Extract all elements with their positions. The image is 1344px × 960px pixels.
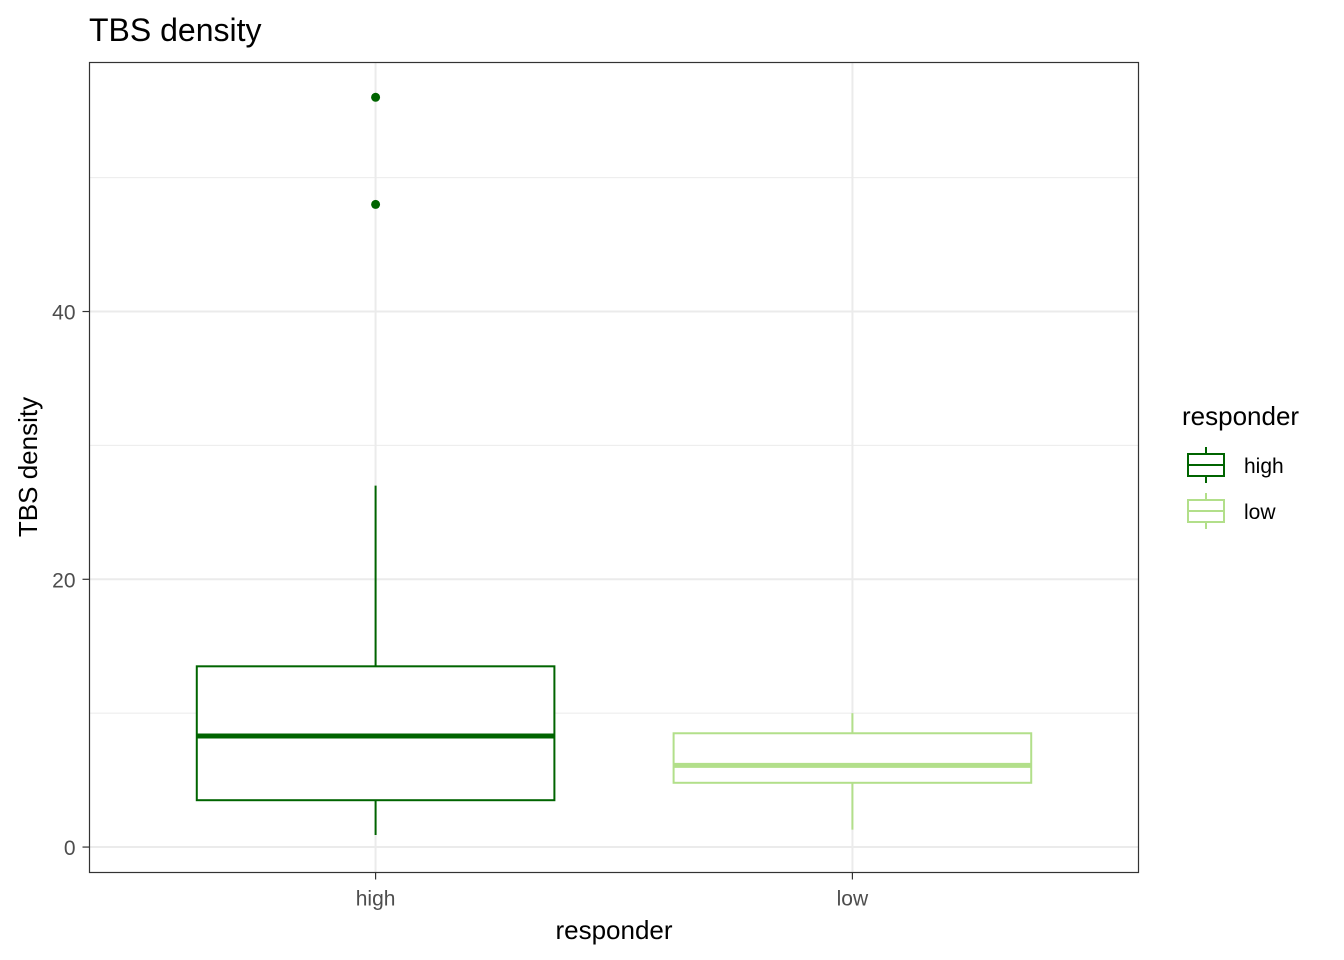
y-tick-label: 0 <box>64 837 76 860</box>
y-tick-label: 40 <box>52 302 75 325</box>
y-tick-label: 20 <box>52 569 75 592</box>
legend-item-low: low <box>1187 493 1276 529</box>
boxplots <box>195 92 1033 836</box>
y-axis-label: TBS density <box>13 397 43 537</box>
x-tick-label: high <box>356 888 396 911</box>
legend: responder high low <box>1182 401 1299 529</box>
axes: 0 20 40 high low <box>52 302 869 911</box>
x-axis-label: responder <box>555 915 672 945</box>
chart-title: TBS density <box>89 12 262 48</box>
grid-lines <box>89 62 1139 873</box>
outlier-point <box>371 199 381 209</box>
box-iqr <box>672 732 1033 784</box>
box-high <box>195 92 556 836</box>
plot-panel-border <box>88 61 1140 874</box>
legend-label: low <box>1244 501 1276 524</box>
outlier-point <box>371 92 381 102</box>
legend-label: high <box>1244 455 1284 478</box>
legend-item-high: high <box>1187 447 1284 483</box>
box-low <box>672 713 1033 830</box>
legend-title: responder <box>1182 401 1299 431</box>
x-tick-label: low <box>837 888 869 911</box>
box-iqr <box>195 665 556 802</box>
